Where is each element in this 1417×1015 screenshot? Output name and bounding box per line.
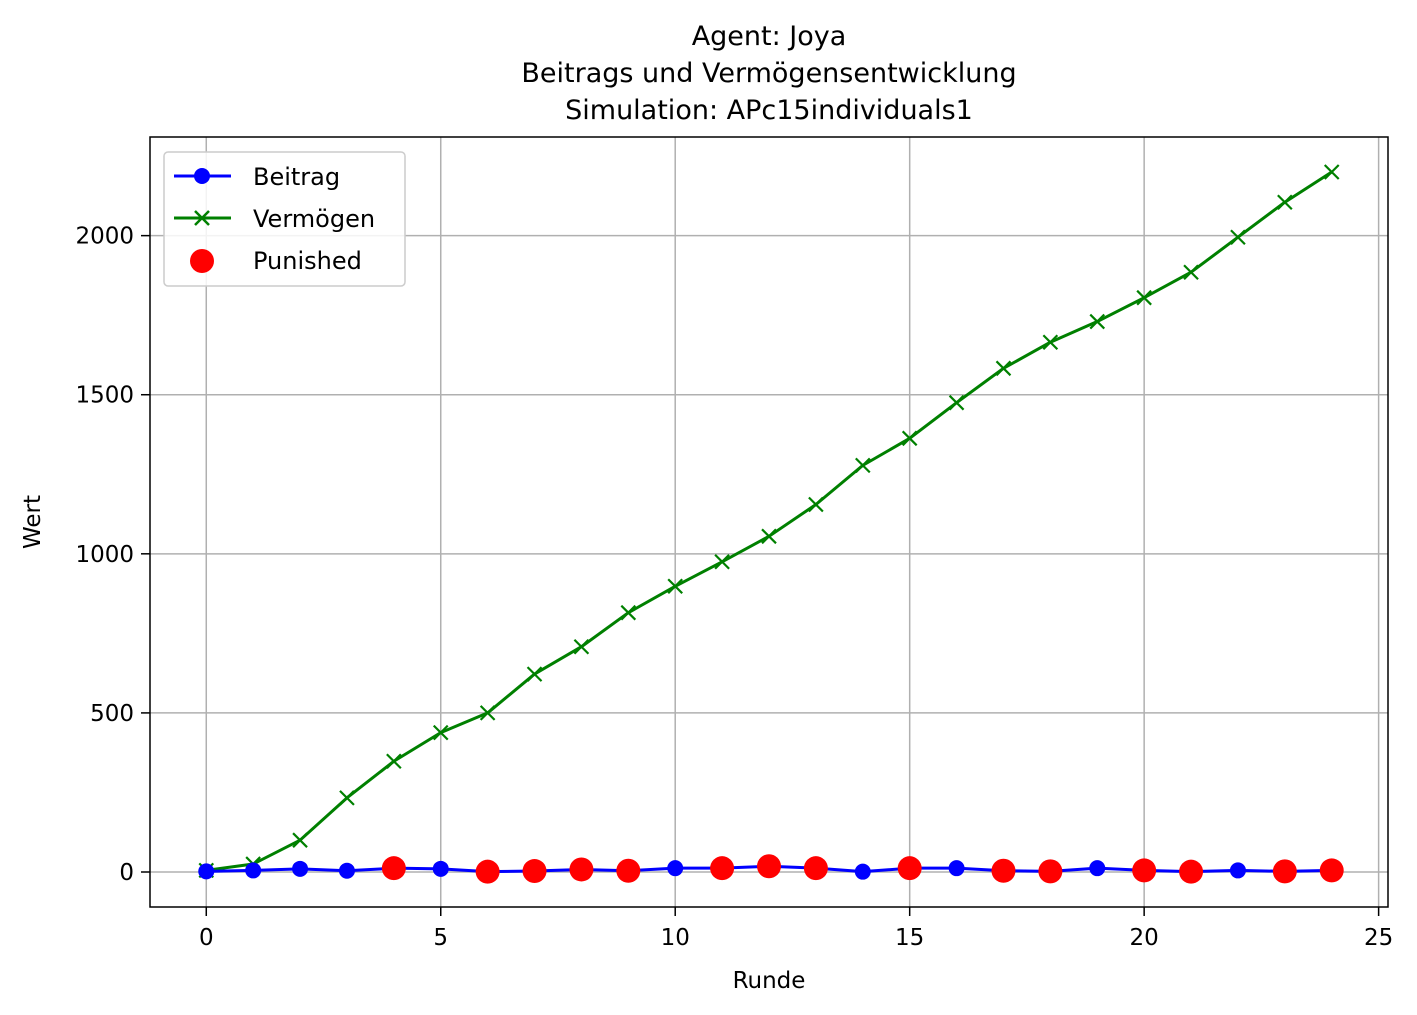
y-axis-label: Wert <box>20 495 46 549</box>
data-point-vermoegen <box>1136 289 1152 306</box>
data-point-punished <box>1132 858 1157 883</box>
data-point-punished <box>710 856 735 881</box>
chart-title-line-3: Simulation: APc15individuals1 <box>565 95 973 126</box>
data-point-vermoegen <box>808 496 824 513</box>
data-point-vermoegen <box>855 457 871 474</box>
data-point-vermoegen <box>292 832 308 848</box>
data-point-vermoegen <box>1277 194 1293 211</box>
data-point-punished <box>522 859 547 884</box>
chart-title-line-2: Beitrags und Vermögensentwicklung <box>521 58 1016 89</box>
legend-label-vermoegen: Vermögen <box>253 205 375 233</box>
data-point-beitrag <box>198 863 215 880</box>
data-point-beitrag <box>432 860 449 877</box>
data-point-beitrag <box>948 860 965 877</box>
data-point-beitrag <box>854 863 871 880</box>
data-point-vermoegen <box>667 578 683 595</box>
data-point-punished <box>1038 859 1063 884</box>
data-point-vermoegen <box>526 666 543 682</box>
y-tick-label: 500 <box>90 701 134 727</box>
legend-marker-beitrag <box>194 168 210 184</box>
legend-marker-punished <box>190 249 214 273</box>
chart-title-line-1: Agent: Joya <box>692 21 847 52</box>
axis-ticks: 0 5 10 15 20 25 0 500 1000 1500 2000 <box>75 224 1393 951</box>
plot-data <box>198 164 1344 884</box>
data-point-beitrag <box>1089 860 1106 877</box>
data-point-punished <box>616 858 641 883</box>
data-point-vermoegen <box>620 604 637 621</box>
x-tick-label: 5 <box>433 925 448 951</box>
data-point-punished <box>381 856 406 881</box>
x-tick-label: 15 <box>895 925 924 951</box>
y-tick-label: 1500 <box>75 383 134 409</box>
data-point-vermoegen <box>1323 164 1340 180</box>
legend-marker-vermoegen <box>194 210 210 226</box>
data-point-vermoegen <box>573 638 590 655</box>
data-point-punished <box>1319 858 1344 883</box>
data-point-vermoegen <box>948 394 965 411</box>
data-point-vermoegen <box>432 724 449 741</box>
data-point-vermoegen <box>761 528 777 545</box>
data-point-vermoegen <box>339 790 355 806</box>
data-point-beitrag <box>1229 862 1246 879</box>
data-point-punished <box>1179 859 1204 884</box>
data-point-vermoegen <box>995 360 1012 377</box>
plot-frame <box>149 136 1389 908</box>
data-point-vermoegen <box>479 705 496 721</box>
data-point-punished <box>991 858 1016 883</box>
data-point-vermoegen <box>1230 229 1246 246</box>
data-point-vermoegen <box>1183 264 1199 281</box>
x-axis-label: Runde <box>733 968 806 994</box>
legend: Beitrag Vermögen Punished <box>163 151 406 287</box>
data-point-vermoegen <box>1042 334 1059 351</box>
data-point-punished <box>897 856 922 881</box>
data-point-punished <box>757 854 781 879</box>
y-tick-label: 1000 <box>75 542 134 568</box>
legend-entry-vermoegen: Vermögen <box>174 205 375 233</box>
legend-entry-beitrag: Beitrag <box>174 163 340 191</box>
y-tick-label: 0 <box>119 860 134 886</box>
data-point-punished <box>569 857 594 882</box>
data-point-beitrag <box>667 860 684 877</box>
data-point-vermoegen <box>1089 313 1106 330</box>
data-point-vermoegen <box>901 430 918 447</box>
data-point-vermoegen <box>714 553 730 570</box>
y-tick-label: 2000 <box>75 224 134 250</box>
data-point-beitrag <box>245 862 262 879</box>
x-tick-label: 25 <box>1364 925 1393 951</box>
data-point-punished <box>803 856 828 881</box>
legend-entry-punished: Punished <box>190 247 362 275</box>
legend-label-punished: Punished <box>253 247 362 275</box>
data-point-punished <box>475 859 500 884</box>
data-point-punished <box>1272 859 1297 884</box>
x-tick-label: 20 <box>1130 925 1159 951</box>
legend-box <box>163 151 406 287</box>
legend-label-beitrag: Beitrag <box>253 163 340 191</box>
data-point-beitrag <box>338 862 355 879</box>
grid-lines <box>150 137 1388 907</box>
data-point-vermoegen <box>386 753 402 770</box>
data-point-beitrag <box>292 860 309 877</box>
x-tick-label: 10 <box>661 925 690 951</box>
x-tick-label: 0 <box>199 925 214 951</box>
